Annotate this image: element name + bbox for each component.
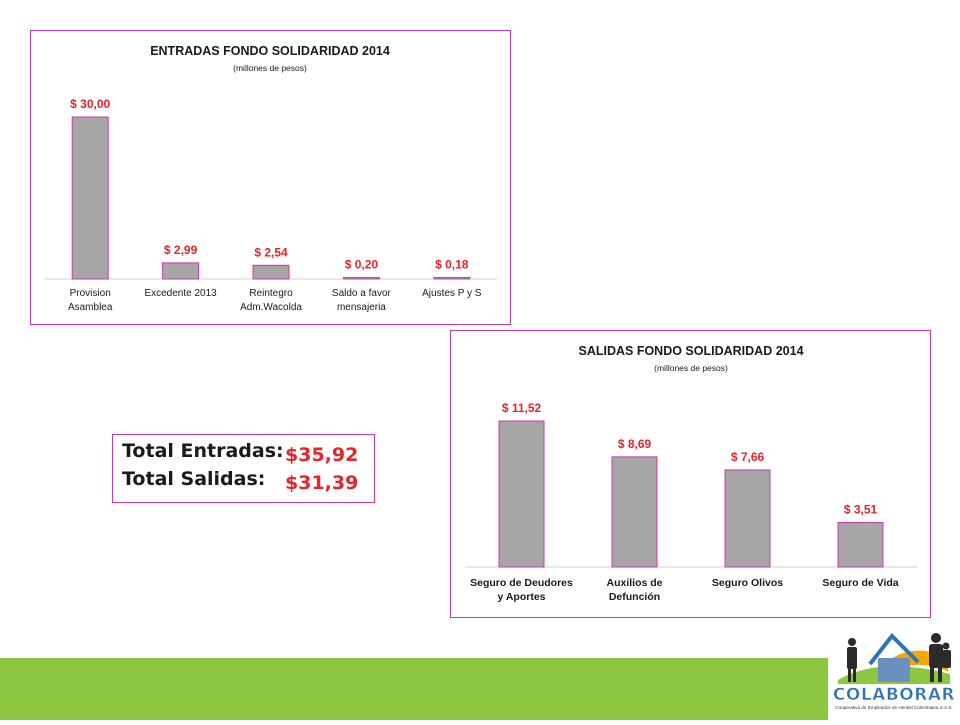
total-salidas-label: Total Salidas:: [122, 468, 266, 490]
svg-text:Cooperativa de Empleados de He: Cooperativa de Empleados de Henkel Colom…: [835, 705, 952, 710]
bar: [342, 277, 380, 280]
data-label: $ 0,18: [435, 258, 469, 272]
data-label: $ 8,69: [618, 437, 652, 451]
entradas-chart: ENTRADAS FONDO SOLIDARIDAD 2014 (millone…: [30, 30, 511, 325]
category-label: Reintegro: [249, 288, 293, 299]
data-label: $ 3,51: [844, 503, 878, 517]
total-entradas-label: Total Entradas:: [122, 440, 284, 462]
category-label: Auxilios de: [606, 577, 662, 589]
logo-graphic: COLABORAR Cooperativa de Empleados de He…: [833, 632, 955, 710]
bar: [611, 456, 658, 568]
category-label: Excedente 2013: [144, 288, 217, 299]
salidas-chart-svg: SALIDAS FONDO SOLIDARIDAD 2014 (millones…: [465, 344, 917, 603]
entradas-chart-svg: ENTRADAS FONDO SOLIDARIDAD 2014 (millone…: [45, 44, 497, 313]
category-label: Ajustes P y S: [422, 288, 482, 299]
total-salidas-value: $31,39: [285, 472, 359, 494]
category-label: Provision: [70, 288, 111, 299]
chart-title: ENTRADAS FONDO SOLIDARIDAD 2014: [150, 44, 390, 58]
category-label: Saldo a favor: [332, 288, 392, 299]
bar: [252, 264, 290, 280]
data-label: $ 2,99: [164, 243, 198, 257]
bar: [498, 420, 545, 568]
total-entradas-row: Total Entradas: $35,92: [122, 440, 374, 468]
salidas-chart: SALIDAS FONDO SOLIDARIDAD 2014 (millones…: [450, 330, 931, 618]
bar: [724, 469, 771, 568]
data-label: $ 2,54: [254, 245, 288, 259]
bar: [162, 262, 200, 280]
category-label: Seguro de Vida: [822, 577, 898, 589]
category-label: Asamblea: [68, 302, 113, 313]
colaborar-logo: COLABORAR Cooperativa de Empleados de He…: [828, 628, 960, 720]
category-label: Adm.Wacolda: [240, 302, 302, 313]
data-label: $ 30,00: [70, 97, 110, 111]
total-salidas-row: Total Salidas: $31,39: [122, 468, 374, 496]
data-label: $ 0,20: [345, 258, 379, 272]
bar: [837, 522, 884, 568]
category-label: y Aportes: [497, 591, 545, 603]
category-label: Seguro Olivos: [712, 577, 783, 589]
chart-subtitle: (millones de pesos): [654, 363, 728, 373]
total-entradas-value: $35,92: [285, 444, 359, 466]
category-label: Seguro de Deudores: [470, 577, 573, 589]
data-label: $ 11,52: [502, 401, 542, 415]
footer-bar: [0, 658, 828, 720]
bar: [71, 116, 109, 280]
chart-subtitle: (millones de pesos): [233, 63, 307, 73]
category-label: Defunción: [609, 591, 660, 603]
svg-text:COLABORAR: COLABORAR: [833, 685, 955, 705]
category-label: mensajeria: [337, 302, 386, 313]
chart-title: SALIDAS FONDO SOLIDARIDAD 2014: [578, 344, 803, 358]
data-label: $ 7,66: [731, 450, 765, 464]
totals-box: Total Entradas: $35,92 Total Salidas: $3…: [112, 434, 375, 503]
bar: [433, 277, 471, 280]
